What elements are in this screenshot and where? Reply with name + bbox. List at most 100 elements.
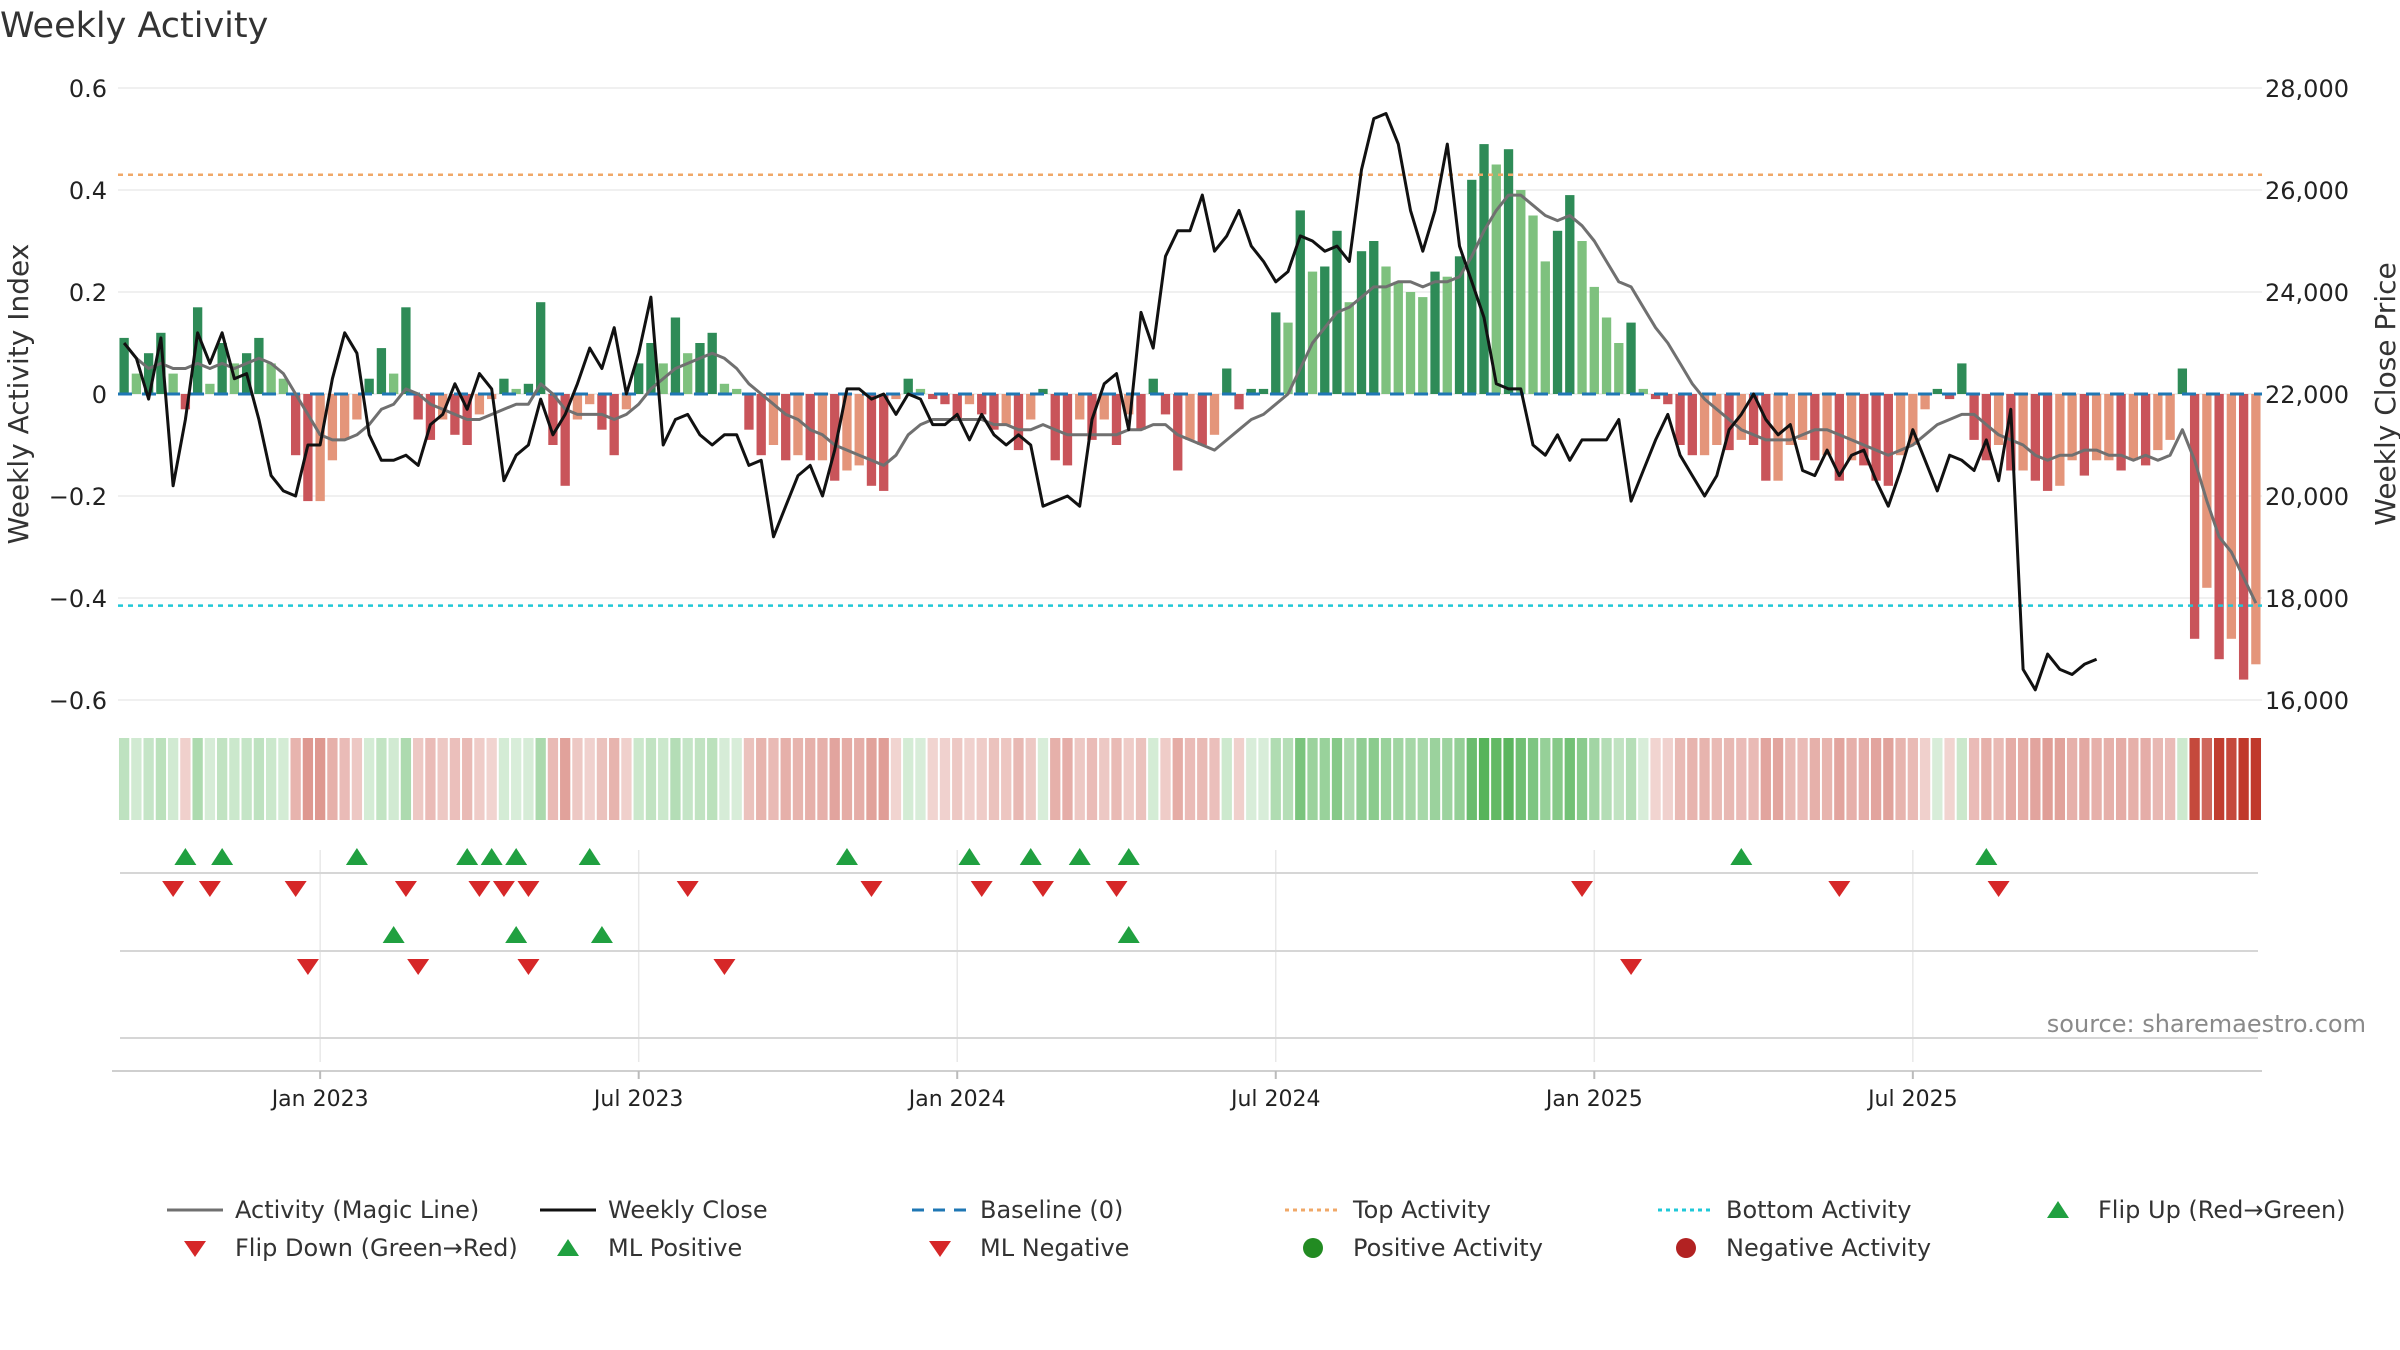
activity-strip-cell — [1380, 738, 1392, 820]
activity-strip-cell — [645, 738, 657, 820]
activity-bar — [1687, 394, 1697, 456]
activity-strip-cell — [988, 738, 1000, 820]
ml-positive-marker — [505, 926, 528, 943]
activity-strip-cell — [1650, 738, 1661, 820]
activity-strip-cell — [351, 738, 363, 820]
activity-bar — [940, 394, 950, 405]
y2-tick-label: 20,000 — [2265, 483, 2349, 511]
activity-strip-cell — [1968, 738, 1980, 820]
activity-bar — [119, 337, 129, 394]
activity-strip-cell — [1662, 738, 1673, 820]
activity-strip-cell — [1393, 738, 1404, 820]
activity-bar — [1810, 394, 1820, 461]
activity-bar — [474, 394, 485, 415]
activity-strip-cell — [535, 738, 546, 820]
activity-bar — [499, 378, 509, 394]
legend-weekly-close-swatch — [540, 1208, 596, 1212]
activity-strip-cell — [731, 738, 742, 820]
activity-bar — [1601, 317, 1612, 394]
activity-bar — [952, 394, 962, 420]
legend-magic-line: Activity (Magic Line) — [165, 1196, 479, 1224]
activity-strip-cell — [1148, 738, 1159, 820]
activity-bar — [1761, 394, 1771, 481]
activity-bar — [290, 394, 301, 456]
flip-up-marker — [1975, 848, 1998, 865]
activity-bar — [695, 343, 705, 394]
activity-strip-cell — [523, 738, 534, 820]
activity-strip-cell — [1932, 738, 1943, 820]
activity-strip-cell — [1601, 738, 1612, 820]
flip-down-marker — [492, 881, 515, 897]
activity-bar — [339, 394, 350, 440]
activity-strip-cell — [1356, 738, 1367, 820]
flip-up-marker — [578, 848, 601, 865]
activity-bar — [1626, 322, 1636, 394]
activity-strip-cell — [1295, 738, 1306, 820]
flip-up-marker — [211, 848, 234, 865]
flip-up-marker — [1117, 848, 1140, 865]
x-tick-label: Jan 2024 — [907, 1087, 1006, 1112]
activity-strip-cell — [1797, 738, 1808, 820]
activity-bar — [621, 394, 632, 410]
legend-positive-activity-swatch — [1303, 1238, 1323, 1258]
activity-bar — [2042, 394, 2053, 491]
flip-up-marker — [345, 848, 368, 865]
activity-strip-cell — [1527, 738, 1539, 820]
activity-bar — [2238, 394, 2249, 680]
activity-strip-cell — [1209, 738, 1220, 820]
activity-strip-cell — [596, 738, 608, 820]
activity-strip-cell — [1429, 738, 1441, 820]
activity-strip-cell — [1723, 738, 1735, 820]
activity-bar — [1222, 368, 1232, 394]
activity-bar — [1797, 394, 1808, 440]
y2-tick-label: 22,000 — [2265, 381, 2349, 409]
activity-bar — [2202, 394, 2212, 588]
activity-bar — [1442, 276, 1452, 394]
activity-bar — [364, 378, 374, 394]
activity-strip-cell — [1674, 738, 1686, 820]
activity-strip-cell — [1025, 738, 1036, 820]
activity-strip-cell — [756, 738, 767, 820]
activity-strip-cell — [180, 738, 191, 820]
activity-strip-cell — [1197, 738, 1208, 820]
flip-down-marker — [198, 881, 221, 897]
legend-top-activity: Top Activity — [1283, 1196, 1491, 1224]
activity-strip-cell — [572, 738, 583, 820]
activity-strip-cell — [1111, 738, 1122, 820]
activity-bar — [425, 394, 436, 440]
activity-bar — [1932, 388, 1942, 394]
activity-strip-cell — [253, 738, 265, 820]
flip-up-marker — [456, 848, 479, 865]
y2-tick-label: 28,000 — [2265, 75, 2349, 103]
activity-bar — [670, 317, 681, 394]
legend-bottom-activity: Bottom Activity — [1656, 1196, 1911, 1224]
activity-bar — [866, 394, 877, 486]
activity-strip-cell — [2115, 738, 2127, 820]
activity-bar — [1026, 394, 1036, 420]
activity-bar — [1148, 378, 1158, 394]
legend-ml-positive-swatch — [557, 1239, 579, 1256]
legend-ml-negative: ML Negative — [910, 1234, 1129, 1262]
activity-strip-cell — [2140, 738, 2151, 820]
activity-strip-cell — [2079, 738, 2090, 820]
activity-bar — [1993, 394, 2004, 445]
activity-bar — [1748, 394, 1759, 445]
x-tick-label: Jul 2024 — [1229, 1087, 1321, 1112]
activity-bar — [977, 394, 987, 415]
y-axis-label: Weekly Activity Index — [2, 244, 35, 545]
activity-strip-cell — [449, 738, 461, 820]
y2-tick-label: 26,000 — [2265, 177, 2349, 205]
activity-strip-cell — [780, 738, 791, 820]
activity-strip-cell — [1687, 738, 1698, 820]
activity-bar — [254, 337, 264, 394]
ml-negative-marker — [296, 959, 319, 975]
activity-bar — [1234, 394, 1244, 410]
activity-strip-cell — [927, 738, 938, 820]
activity-bar — [2104, 394, 2114, 461]
activity-bar — [315, 394, 325, 502]
y-tick-label: 0 — [92, 381, 107, 409]
activity-bar — [683, 353, 693, 394]
activity-bar — [278, 378, 289, 394]
activity-strip-cell — [621, 738, 632, 820]
activity-bar — [131, 373, 142, 394]
